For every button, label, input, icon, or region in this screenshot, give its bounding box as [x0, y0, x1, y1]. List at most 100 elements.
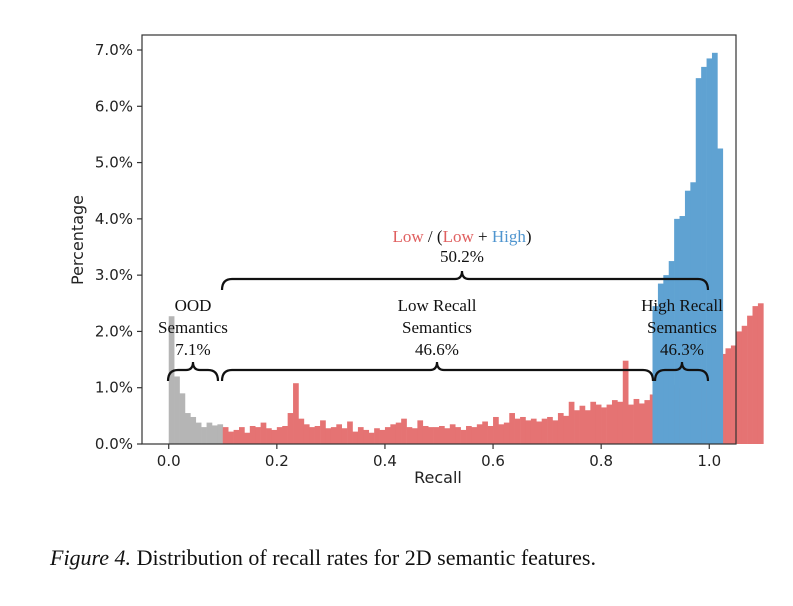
low-bar — [601, 407, 607, 444]
low-bar — [633, 398, 640, 444]
low-bar — [276, 427, 283, 444]
x-tick-label: 0.6 — [481, 452, 505, 470]
low-bar — [282, 425, 288, 444]
low-bar — [466, 425, 472, 444]
high-bar — [679, 216, 686, 444]
low-bar — [579, 405, 586, 444]
low-bar — [476, 424, 483, 444]
low-bar — [563, 415, 570, 444]
low-bar — [536, 421, 543, 444]
low-bar — [622, 360, 629, 444]
ood-bar — [168, 316, 175, 444]
low-bar — [222, 427, 229, 444]
low-bar — [411, 428, 418, 444]
high-bar — [690, 182, 697, 444]
low-bar — [449, 424, 456, 444]
low-bar — [493, 416, 499, 444]
low-bar — [639, 403, 645, 444]
low-bar — [287, 413, 294, 444]
low-bar — [330, 427, 337, 444]
low-bar — [320, 420, 326, 444]
low-bar — [336, 424, 343, 444]
low-bar — [741, 325, 748, 444]
low-recall-label-line2: Semantics — [402, 318, 472, 337]
figure-caption: Figure 4. Distribution of recall rates f… — [50, 545, 770, 571]
low-bar — [406, 427, 413, 444]
low-bar — [314, 425, 321, 444]
high-bar — [668, 261, 675, 444]
low-bar — [395, 422, 402, 444]
low-bar — [514, 418, 521, 444]
y-tick-label: 2.0% — [95, 322, 133, 340]
ood-bar — [195, 422, 202, 444]
low-bar — [644, 400, 651, 444]
ood-bar — [174, 376, 180, 444]
y-tick-label: 4.0% — [95, 210, 133, 228]
high-bar — [717, 148, 724, 444]
low-bar — [574, 410, 580, 444]
high-bar — [711, 52, 718, 445]
low-bar — [433, 427, 440, 444]
low-bar — [525, 420, 532, 444]
low-bar — [260, 422, 267, 444]
y-tick-label: 7.0% — [95, 41, 133, 59]
high-bar — [663, 275, 670, 444]
low-bar — [325, 428, 332, 444]
low-bar — [439, 425, 445, 444]
x-tick-label: 1.0 — [697, 452, 721, 470]
low-bar — [347, 421, 353, 444]
ratio-annotation: Low / (Low + High) — [393, 227, 532, 246]
ratio-low-term: Low — [393, 227, 425, 246]
ratio-plus: + — [474, 227, 492, 246]
low-bar — [747, 315, 753, 444]
low-bar — [547, 416, 553, 444]
high-bar — [706, 58, 713, 444]
low-bar — [374, 428, 380, 444]
low-bar — [606, 404, 613, 444]
low-bar — [611, 400, 618, 444]
low-bar — [357, 427, 364, 444]
low-bar — [509, 413, 515, 444]
low-bar — [444, 428, 451, 444]
ood-bar — [190, 416, 197, 444]
high-recall-label-line1: High Recall — [641, 296, 723, 315]
x-tick-label: 0.8 — [589, 452, 613, 470]
ratio-close: ) — [526, 227, 532, 246]
histogram-bars — [168, 52, 764, 445]
high-bar — [674, 218, 680, 444]
low-bar — [401, 418, 407, 444]
low-bar — [352, 431, 359, 444]
low-bar — [520, 416, 526, 444]
low-bar — [541, 418, 548, 444]
figure-number: Figure 4. — [50, 545, 132, 570]
y-tick-label: 0.0% — [95, 435, 133, 453]
low-bar — [730, 345, 737, 444]
ood-percentage: 7.1% — [175, 340, 210, 359]
low-bar — [417, 420, 424, 444]
high-recall-label-line2: Semantics — [647, 318, 717, 337]
low-bar — [455, 427, 461, 444]
ood-bar — [206, 422, 213, 444]
low-bar — [725, 348, 732, 444]
low-bar — [239, 427, 245, 444]
high-bar — [657, 283, 664, 444]
low-bar — [266, 428, 272, 444]
x-axis: 0.0 0.2 0.4 0.6 0.8 1.0 — [157, 444, 721, 470]
y-tick-label: 6.0% — [95, 97, 133, 115]
low-bar — [341, 428, 348, 444]
caption-text: Distribution of recall rates for 2D sema… — [131, 545, 596, 570]
low-bar — [228, 431, 234, 444]
ratio-high-term: High — [492, 227, 527, 246]
ood-bar — [211, 425, 218, 444]
y-axis-label: Percentage — [68, 195, 87, 285]
low-bar — [617, 401, 624, 444]
high-bar — [701, 66, 707, 444]
low-bar — [595, 404, 602, 444]
low-bar — [503, 422, 510, 444]
low-recall-percentage: 46.6% — [415, 340, 459, 359]
low-bar — [482, 421, 488, 444]
plot-frame — [141, 34, 737, 445]
low-bar — [471, 427, 478, 444]
low-bar — [233, 429, 240, 444]
low-bar — [752, 306, 759, 444]
